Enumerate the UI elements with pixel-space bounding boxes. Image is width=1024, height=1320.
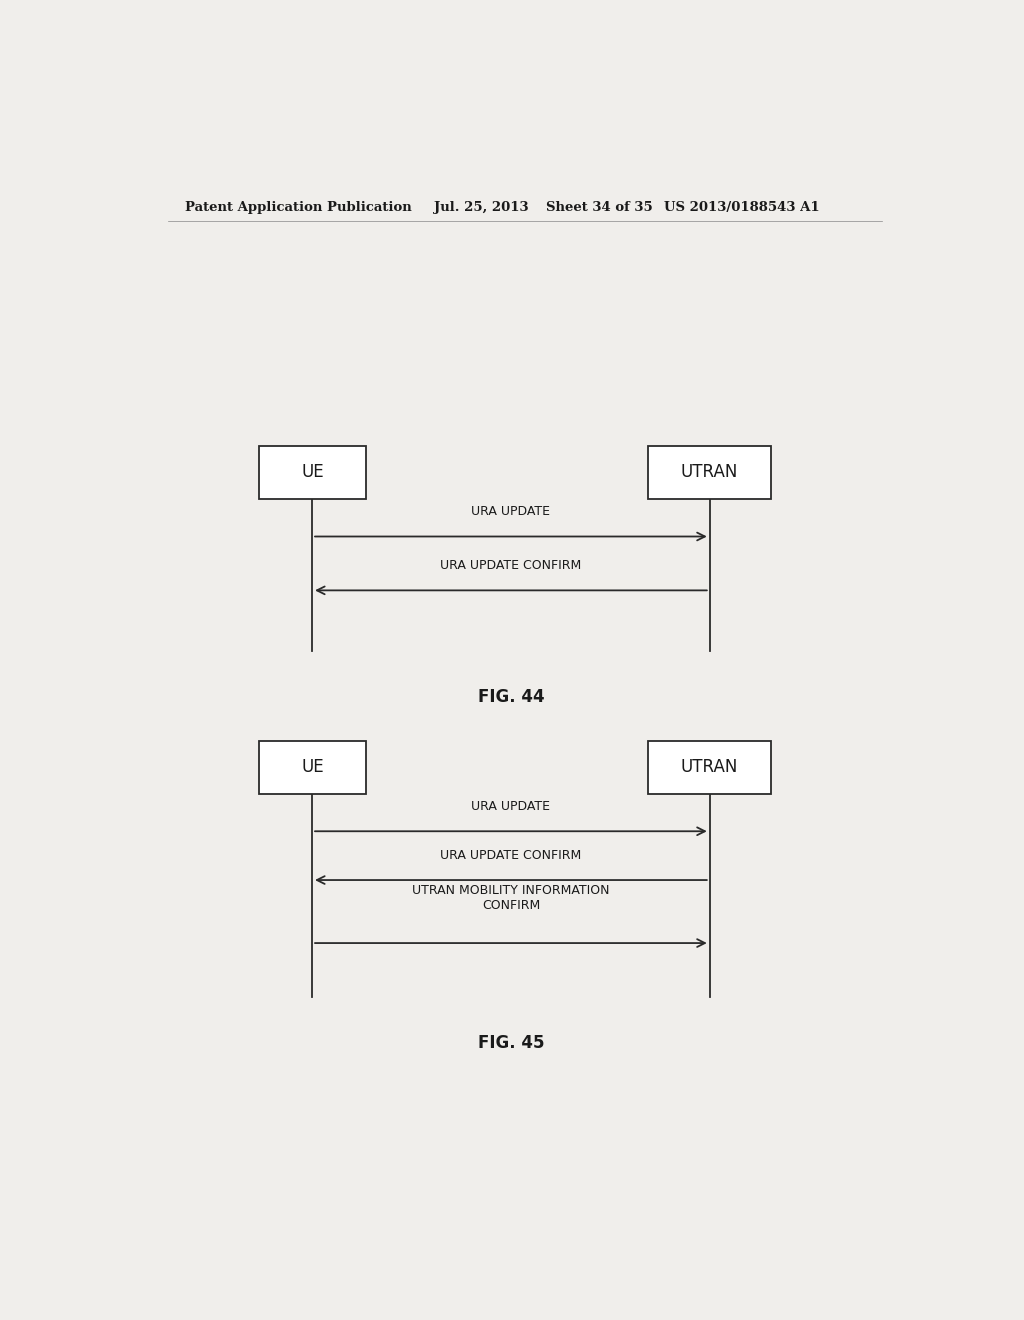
Text: UE: UE [301,463,324,482]
Text: Jul. 25, 2013: Jul. 25, 2013 [433,201,528,214]
Text: FIG. 45: FIG. 45 [477,1034,544,1052]
Text: UE: UE [301,758,324,776]
Text: Patent Application Publication: Patent Application Publication [185,201,412,214]
Text: URA UPDATE CONFIRM: URA UPDATE CONFIRM [440,560,582,572]
Text: UTRAN: UTRAN [681,463,738,482]
Text: FIG. 44: FIG. 44 [477,688,544,706]
Text: Sheet 34 of 35: Sheet 34 of 35 [546,201,653,214]
Text: UTRAN MOBILITY INFORMATION
CONFIRM: UTRAN MOBILITY INFORMATION CONFIRM [413,883,609,912]
Bar [259,446,367,499]
Text: URA UPDATE CONFIRM: URA UPDATE CONFIRM [440,849,582,862]
Bar [259,741,367,793]
Text: UTRAN: UTRAN [681,758,738,776]
Text: URA UPDATE: URA UPDATE [471,506,551,519]
Bar [648,446,771,499]
Bar [648,741,771,793]
Text: US 2013/0188543 A1: US 2013/0188543 A1 [664,201,819,214]
Text: URA UPDATE: URA UPDATE [471,800,551,813]
